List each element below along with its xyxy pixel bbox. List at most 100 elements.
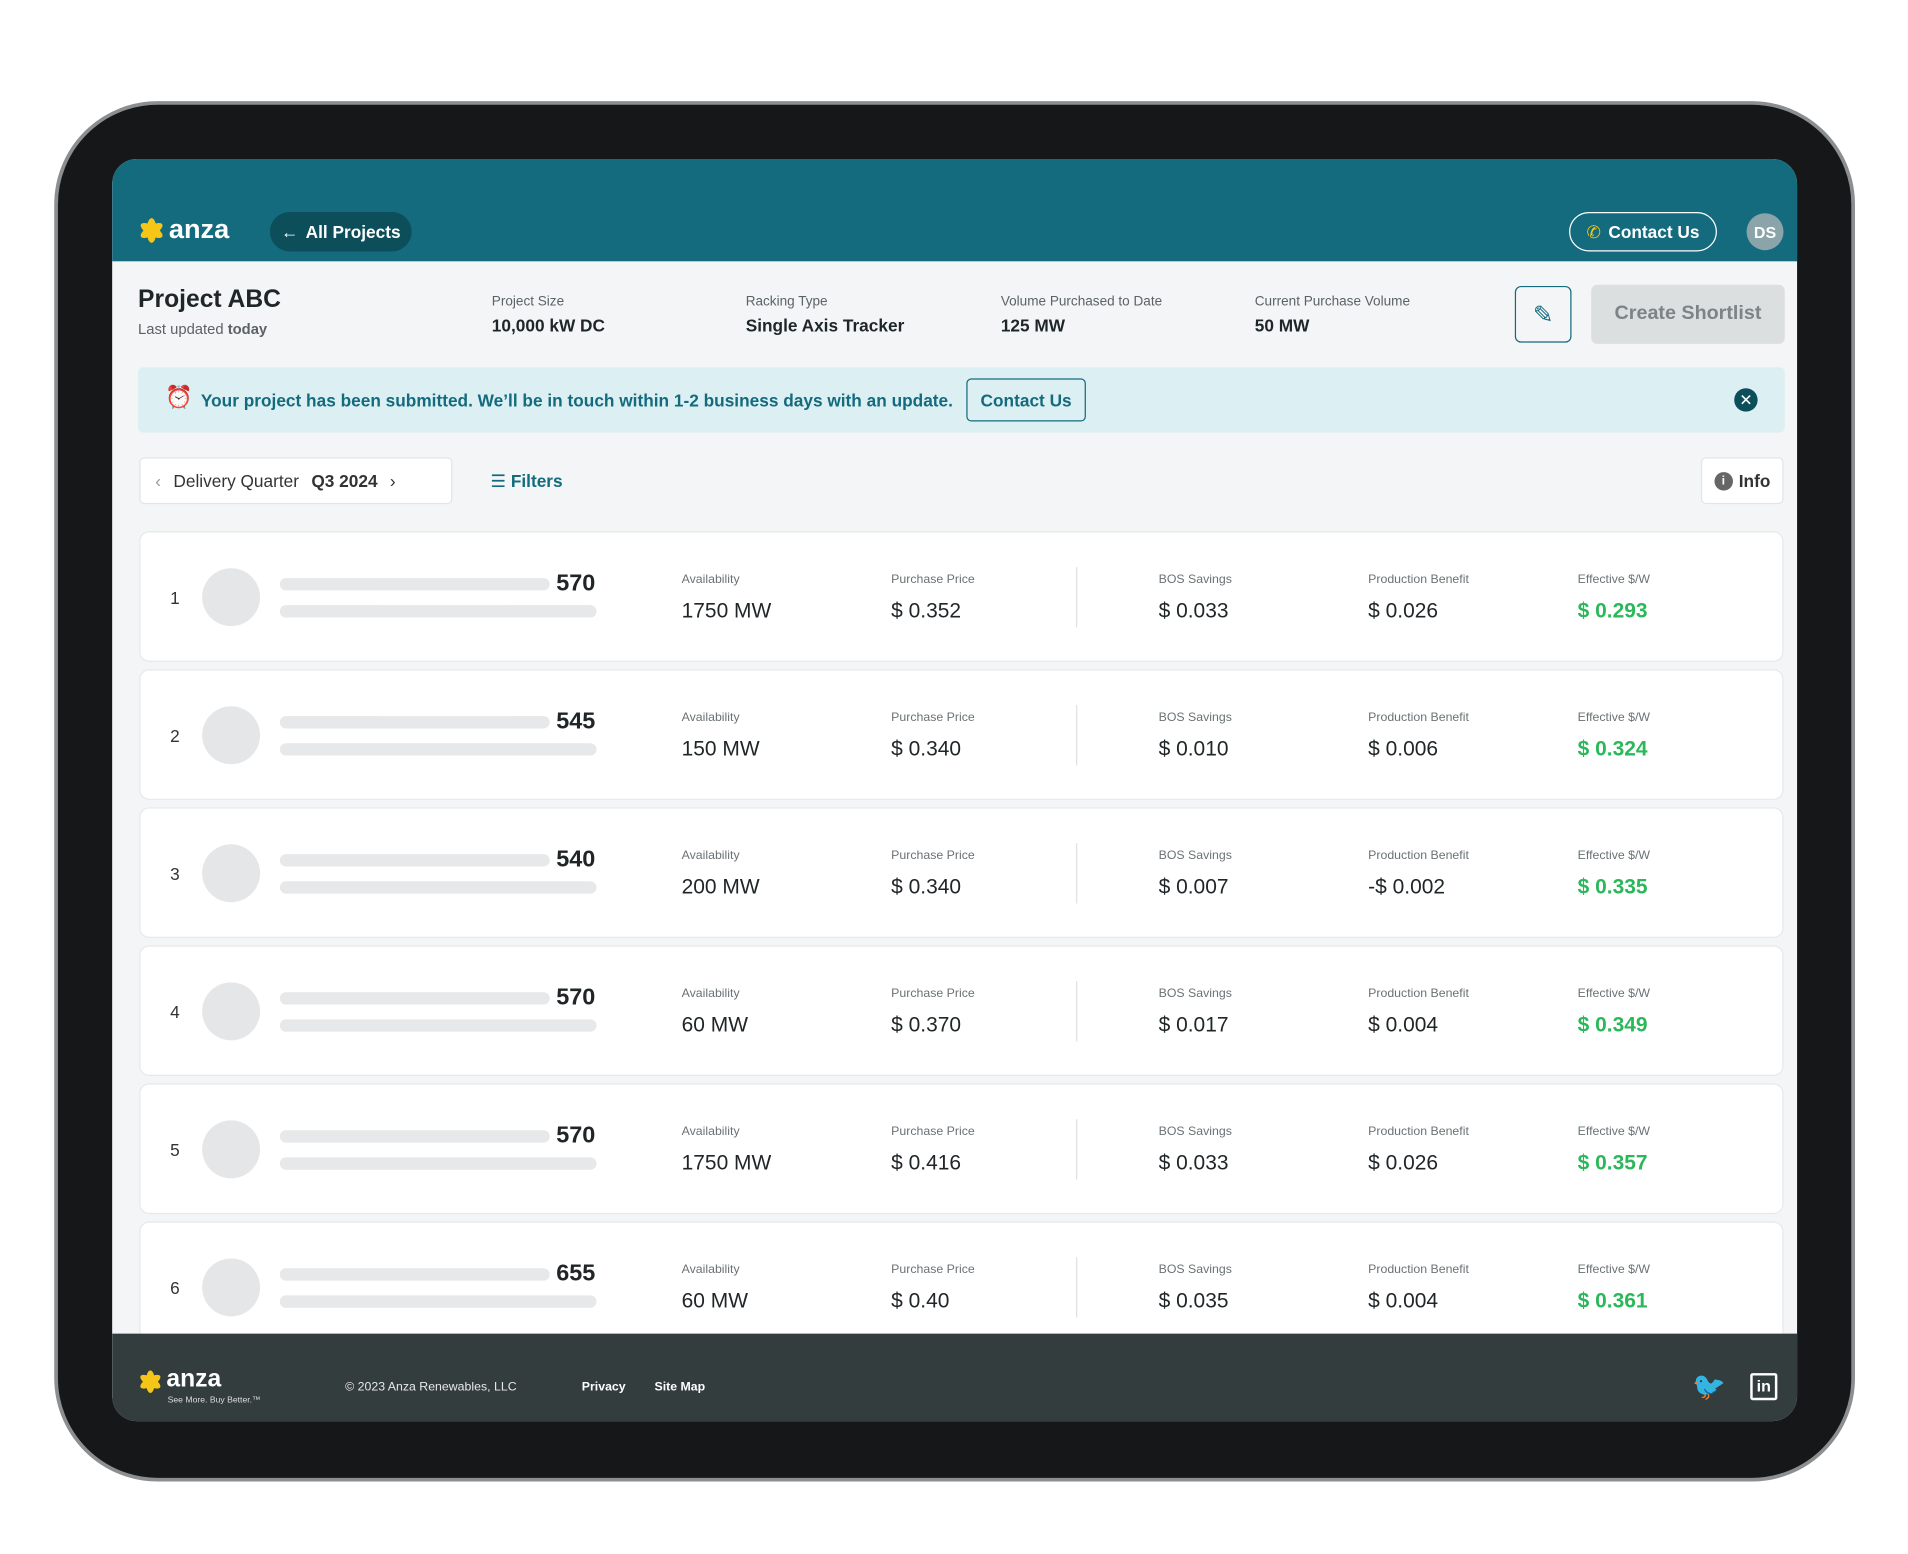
twitter-icon[interactable]: 🐦 (1692, 1370, 1727, 1402)
column-label: Purchase Price (891, 1263, 975, 1277)
next[interactable]: › (389, 470, 396, 491)
footer-logo-icon (140, 1370, 161, 1393)
divider (1076, 981, 1078, 1042)
avatar-placeholder (202, 844, 261, 903)
quarter-selector[interactable]: ‹ Delivery Quarter Q3 2024 › (139, 457, 453, 505)
cell-value: $ 0.349 (1577, 1013, 1648, 1037)
name-placeholder (279, 1130, 550, 1143)
column-label: BOS Savings (1158, 1125, 1232, 1139)
divider (1076, 843, 1078, 904)
detail-placeholder (279, 881, 597, 894)
stat-value: 50 MW (1254, 315, 1310, 336)
avatar-placeholder (202, 1258, 261, 1317)
cell-value: 1750 MW (681, 599, 772, 623)
cell-value: 60 MW (681, 1289, 748, 1313)
alarm-icon: ⏰ (165, 384, 193, 410)
cell-value: $ 0.357 (1577, 1151, 1648, 1175)
cell-value: $ 0.293 (1577, 599, 1648, 623)
info-text: Info (1738, 470, 1771, 491)
cell-value: 1750 MW (681, 1151, 772, 1175)
create-shortlist[interactable]: Create Shortlist (1591, 284, 1785, 344)
column-label: Effective $/W (1577, 1263, 1651, 1277)
footer-logo: anza (166, 1365, 222, 1393)
contact-button[interactable]: ✆ Contact Us (1569, 212, 1717, 252)
info-button[interactable]: i Info (1700, 457, 1784, 505)
result-row: 6 655 Availability 60 MW Purchase Price $ 0.4… (139, 1221, 1784, 1353)
privacy-link[interactable]: Privacy (581, 1380, 626, 1395)
cell-value: $ 0.370 (891, 1013, 962, 1037)
quarter-label: Delivery Quarter (173, 470, 300, 491)
column-label: Availability (681, 573, 740, 587)
cell-value: $ 0.007 (1158, 875, 1229, 899)
column-label: Purchase Price (891, 573, 975, 587)
column-label: Production Benefit (1368, 987, 1469, 1001)
back-text: All Projects (305, 221, 401, 242)
logo-icon (140, 218, 163, 243)
column-label: BOS Savings (1158, 573, 1232, 587)
close-banner[interactable]: ✕ (1734, 388, 1758, 412)
avatar[interactable]: DS (1746, 213, 1784, 251)
rank: 3 (170, 864, 180, 884)
name-placeholder (279, 854, 550, 867)
result-row: 3 540 Availability 200 MW Purchase Price $ 0.… (139, 807, 1784, 938)
column-label: BOS Savings (1158, 711, 1232, 725)
edit-button[interactable]: ✎ (1514, 285, 1572, 343)
result-row: 4 570 Availability 60 MW Purchase Price $ 0.3… (139, 945, 1784, 1077)
avatar-placeholder (202, 982, 261, 1041)
detail-placeholder (279, 1157, 597, 1170)
cell-value: $ 0.026 (1368, 599, 1439, 623)
detail-placeholder (279, 1019, 597, 1032)
stat-label: Volume Purchased to Date (1000, 294, 1163, 310)
detail-placeholder (279, 1295, 597, 1308)
column-label: Availability (681, 711, 740, 725)
linkedin-icon[interactable]: in (1750, 1373, 1778, 1401)
column-label: Effective $/W (1577, 711, 1651, 725)
cell-value: -$ 0.002 (1368, 875, 1446, 899)
arrow: ← (281, 221, 299, 242)
column-label: Purchase Price (891, 1125, 975, 1139)
cell-value: $ 0.340 (891, 875, 962, 899)
detail-placeholder (279, 605, 597, 618)
cell-value: $ 0.416 (891, 1151, 962, 1175)
cell-value: $ 0.40 (891, 1289, 950, 1313)
back-button[interactable]: ← All Projects (269, 212, 412, 252)
banner-message: Your project has been submitted. We’ll b… (200, 390, 953, 411)
column-label: Availability (681, 1125, 740, 1139)
result-row: 2 545 Availability 150 MW Purchase Price $ 0.… (139, 669, 1784, 800)
column-label: Effective $/W (1577, 573, 1651, 587)
updated: Last updated today (138, 320, 267, 337)
filters-text: Filters (510, 470, 563, 491)
banner-button[interactable]: Contact Us (966, 378, 1086, 422)
sitemap-link[interactable]: Site Map (654, 1380, 706, 1395)
column-label: Production Benefit (1368, 1125, 1469, 1139)
updated-prefix: Last updated (138, 320, 224, 338)
detail-placeholder (279, 743, 597, 756)
column-label: Availability (681, 849, 740, 863)
column-label: Purchase Price (891, 711, 975, 725)
project-title: Project ABC (138, 285, 281, 314)
rank: 2 (170, 725, 180, 746)
footer: anza See More. Buy Better.™ © 2023 Anza … (112, 1333, 1798, 1422)
logo: anza (168, 213, 230, 245)
divider (1076, 566, 1078, 628)
rank: 5 (170, 1140, 180, 1160)
column-label: Availability (681, 987, 740, 1001)
filters[interactable]: ☰ Filters (490, 470, 563, 491)
cell-value: $ 0.361 (1577, 1289, 1648, 1313)
column-label: BOS Savings (1158, 1263, 1232, 1277)
name-placeholder (279, 578, 550, 591)
name-placeholder (279, 716, 550, 729)
cell-value: $ 0.026 (1368, 1151, 1439, 1175)
prev[interactable]: ‹ (155, 470, 162, 491)
column-label: Production Benefit (1368, 849, 1469, 863)
divider (1076, 705, 1078, 766)
score: 570 (556, 570, 596, 597)
result-row: 5 570 Availability 1750 MW Purchase Price $ 0… (139, 1083, 1784, 1215)
avatar-placeholder (202, 706, 261, 765)
stat-label: Current Purchase Volume (1254, 294, 1410, 310)
banner: ⏰ Your project has been submitted. We’ll… (138, 367, 1785, 433)
stat-value: 10,000 kW DC (491, 315, 605, 336)
column-label: Effective $/W (1577, 987, 1651, 1001)
